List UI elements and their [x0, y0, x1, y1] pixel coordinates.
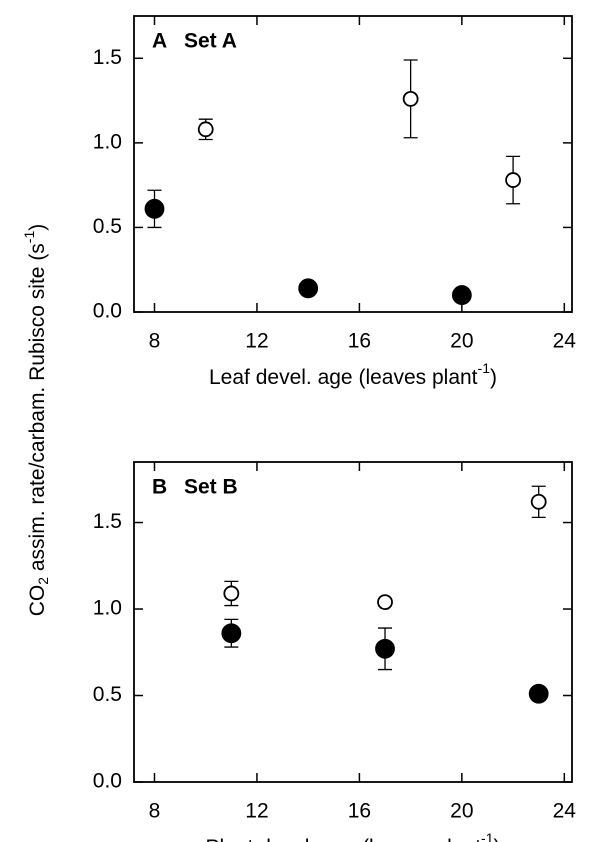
y-label-part: ) [26, 224, 49, 231]
point [144, 198, 165, 219]
panel-title: Set B [184, 476, 238, 499]
plot-frame [133, 15, 573, 313]
point [451, 285, 472, 305]
x-label-sup: -1 [478, 360, 491, 376]
point [298, 278, 319, 299]
x-tick-label: 12 [245, 330, 268, 353]
y-tick-label: 0.0 [93, 300, 122, 323]
panel-label: A [152, 30, 167, 53]
x-tick-label: 8 [149, 800, 161, 823]
x-tick-label: 20 [450, 330, 473, 353]
x-tick-label: 16 [348, 330, 371, 353]
y-label-part: CO [26, 585, 49, 617]
x-tick-label: 24 [553, 800, 577, 823]
point [221, 623, 242, 644]
point [505, 172, 521, 188]
y-label-part: assim. rate/carbam. Rubisco site (s [26, 243, 49, 577]
x-tick-label: 8 [149, 330, 161, 353]
y-tick-label: 1.5 [93, 46, 122, 69]
plot-frame [133, 461, 573, 783]
y-axis-label: CO2 assim. rate/carbam. Rubisco site (s-… [21, 224, 51, 617]
panel-label: B [152, 476, 167, 499]
y-label-sub: 2 [35, 577, 51, 585]
y-tick-label: 1.0 [93, 597, 122, 620]
x-tick-label: 12 [245, 800, 268, 823]
x-axis-label: Plant devel. age (leaves plant-1) [206, 830, 501, 842]
point [375, 638, 395, 659]
y-tick-label: 0.0 [93, 770, 122, 793]
point [528, 683, 549, 704]
point [197, 121, 214, 138]
x-label-part: ) [493, 836, 500, 842]
point [402, 90, 419, 107]
x-label-part: Leaf devel. age (leaves plant [209, 366, 478, 389]
x-tick-label: 16 [348, 800, 371, 823]
point [377, 594, 393, 611]
point [530, 493, 547, 510]
x-tick-label: 24 [553, 330, 577, 353]
point [223, 585, 240, 602]
y-label-sup: -1 [21, 231, 37, 244]
x-label-part: Plant devel. age (leaves plant [206, 836, 482, 842]
x-label-sup: -1 [481, 830, 494, 842]
y-tick-label: 0.5 [93, 683, 122, 706]
x-tick-label: 20 [450, 800, 473, 823]
y-tick-label: 1.5 [93, 510, 122, 533]
panel-title: Set A [184, 30, 237, 53]
y-tick-label: 0.5 [93, 215, 122, 238]
x-label-part: ) [490, 366, 497, 389]
x-axis-label: Leaf devel. age (leaves plant-1) [209, 360, 497, 389]
y-tick-label: 1.0 [93, 130, 122, 153]
